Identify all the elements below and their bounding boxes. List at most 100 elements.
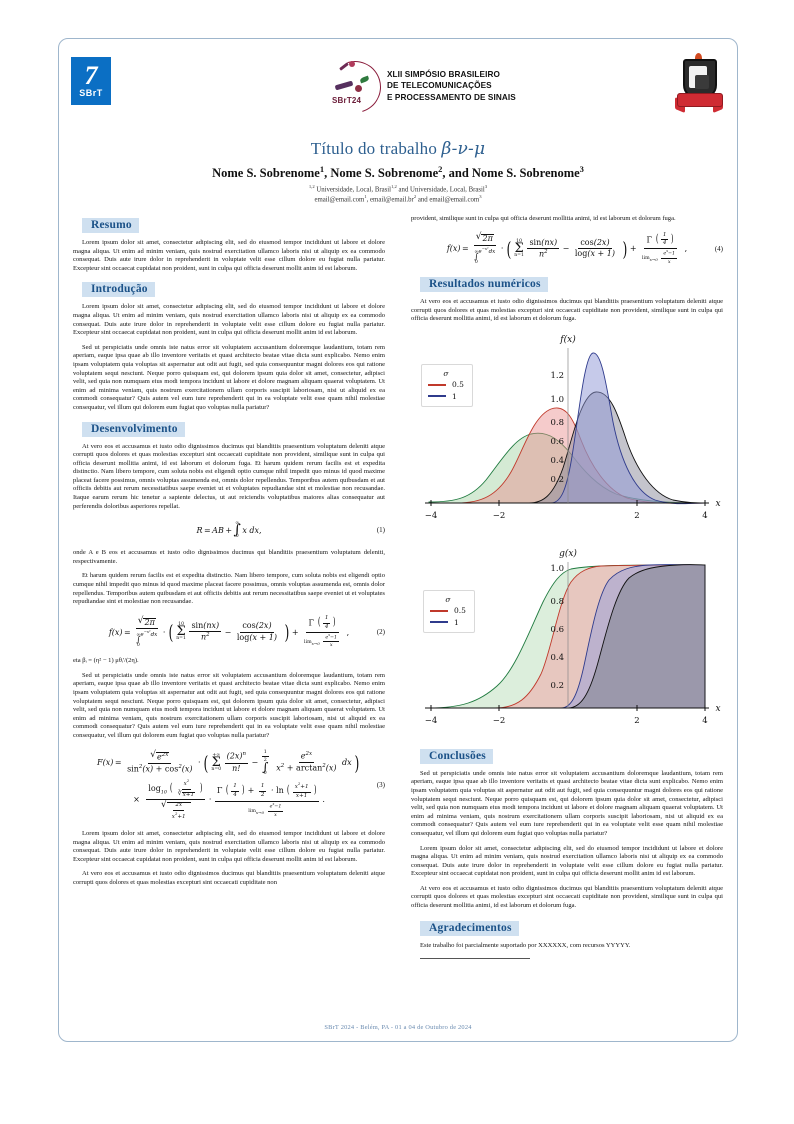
svg-text:0.2: 0.2 <box>550 681 564 691</box>
svg-text:1.0: 1.0 <box>550 395 564 405</box>
event-line-2: DE TELECOMUNICAÇÕES <box>387 81 492 91</box>
page-title-text: Título do trabalho <box>310 139 442 158</box>
event-banner: SBrT24 XLII SIMPÓSIO BRASILEIRO DE TELEC… <box>319 51 587 123</box>
acknowledgement-rule <box>420 958 530 960</box>
svg-text:4: 4 <box>702 716 707 726</box>
paragraph-dev-2: onde A e B eos et accusamus et iusto odi… <box>73 549 385 565</box>
affiliation-line: 1,2 Universidade, Local, Brasil1,2 and U… <box>308 184 488 194</box>
svg-text:0.6: 0.6 <box>550 437 564 447</box>
svg-text:0.2: 0.2 <box>550 475 564 485</box>
pdf-chart-legend: σ 0.5 1 <box>421 363 473 407</box>
cdf-chart-legend: σ 0.5 1 <box>423 589 475 633</box>
section-heading-conclusoes: Conclusões <box>420 748 493 764</box>
left-column: Resumo Lorem ipsum dolor sit amet, conse… <box>73 215 385 894</box>
pdf-legend-title: σ <box>443 368 449 378</box>
svg-text:−2: −2 <box>493 511 506 521</box>
sbrt-logo-name: SBrT <box>79 88 103 98</box>
sbrt-logo-mark: 7 <box>84 61 98 90</box>
event-line-1: XLII SIMPÓSIO BRASILEIRO <box>387 69 500 79</box>
cdf-x-ticks: −4 −2 2 4 <box>425 704 708 726</box>
right-column: provident, similique sunt in culpa qui o… <box>411 215 723 960</box>
pdf-legend-row-2: 1 <box>428 392 464 401</box>
email-line: email@email.com1, email@email.br2 and em… <box>314 194 482 204</box>
section-heading-resumo: Resumo <box>82 218 139 233</box>
svg-text:−4: −4 <box>425 716 438 726</box>
pdf-chart-ylabel: f(x) <box>559 334 576 345</box>
svg-text:1.2: 1.2 <box>550 371 564 381</box>
pdf-chart-xlabel: x <box>715 499 720 509</box>
svg-text:0.8: 0.8 <box>550 597 564 607</box>
sbrt24-badge-icon: SBrT24 <box>319 51 391 123</box>
title-block: Título do trabalho β-ν-μ Nome S. Sobreno… <box>59 139 737 204</box>
cdf-legend-label-2: 1 <box>454 617 459 627</box>
paragraph-resultados: At vero eos et accusamus et iusto odio d… <box>411 297 723 323</box>
svg-text:−2: −2 <box>493 716 506 726</box>
university-crest-icon <box>675 53 723 115</box>
cdf-y-ticks: 0.2 0.4 0.6 0.8 1.0 <box>550 564 564 691</box>
paragraph-right-top: provident, similique sunt in culpa qui o… <box>411 215 676 222</box>
paragraph-dev-6: At vero eos et accusamus et iusto odio d… <box>73 870 385 886</box>
cdf-legend-label-1: 0.5 <box>454 606 466 616</box>
badge-tag-label: SBrT24 <box>332 96 362 105</box>
paragraph-dev-5: Lorem ipsum dolor sit amet, consectetur … <box>73 830 385 863</box>
paragraph-intro-1: Lorem ipsum dolor sit amet, consectetur … <box>73 303 385 337</box>
svg-text:−4: −4 <box>425 511 438 521</box>
legend-swatch-red <box>428 383 446 386</box>
equation-1: R = AB + ∞ ∫ 0 x dx, (1) <box>196 520 385 539</box>
svg-text:0.6: 0.6 <box>550 625 564 635</box>
paragraph-conclusoes-3: At vero eos et accusamus et iusto odio d… <box>411 884 723 910</box>
paragraph-conclusoes-2: Lorem ipsum dolor sit amet, consectetur … <box>411 844 723 878</box>
figure-cdf: g(x) −4 −2 2 <box>411 540 723 736</box>
section-heading-desenvolvimento: Desenvolvimento <box>82 421 185 437</box>
section-heading-resultados: Resultados numéricos <box>420 276 548 292</box>
cdf-legend-row-2: 1 <box>430 618 466 627</box>
cdf-legend-title: σ <box>445 594 451 604</box>
section-heading-agradecimentos: Agradecimentos <box>420 920 519 936</box>
svg-text:0.8: 0.8 <box>550 418 564 428</box>
section-heading-introducao: Introdução <box>82 282 155 298</box>
pdf-legend-label-2: 1 <box>452 391 457 401</box>
pdf-legend-label-1: 0.5 <box>452 380 464 390</box>
pdf-chart-svg: f(x) −4 −2 2 <box>425 334 721 521</box>
paragraph-dev-1: At vero eos et accusamus et iusto odio d… <box>73 442 385 510</box>
legend-swatch-blue <box>430 621 448 624</box>
cdf-chart-xlabel: x <box>715 704 720 714</box>
page-footer: SBrT 2024 - Belém, PA - 01 a 04 de Outub… <box>324 1024 472 1031</box>
cdf-legend-row-1: 0.5 <box>430 606 466 615</box>
author-list: Nome S. Sobrenome1, Nome S. Sobrenome2, … <box>212 164 584 181</box>
page-title-greek: β-ν-μ <box>441 139 486 159</box>
sbrt-logo: 7 SBrT <box>71 57 111 105</box>
paragraph-dev-3: Et harum quidem rerum facilis est et exp… <box>73 572 385 606</box>
svg-text:0.4: 0.4 <box>550 653 564 663</box>
svg-text:1.0: 1.0 <box>550 564 564 574</box>
paragraph-eta: eta βᵢ = (η² − 1) μθᵢ'/(2η). <box>73 657 139 665</box>
legend-swatch-red <box>430 609 448 612</box>
page-header: 7 SBrT SBrT24 XLII SIMPÓSIO BRASILEIRO D… <box>59 39 737 131</box>
paragraph-intro-2: Sed ut perspiciatis unde omnis iste natu… <box>73 343 385 411</box>
page-title: Título do trabalho β-ν-μ <box>59 139 737 159</box>
svg-text:2: 2 <box>634 511 639 521</box>
paragraph-agradecimentos: Este trabalho foi parcialmente suportado… <box>420 941 631 949</box>
legend-swatch-blue <box>428 395 446 398</box>
cdf-series-black <box>567 563 706 709</box>
paragraph-resumo: Lorem ipsum dolor sit amet, consectetur … <box>73 239 385 272</box>
equation-3-number: (3) <box>376 781 385 790</box>
pdf-legend-row-1: 0.5 <box>428 380 464 389</box>
svg-text:4: 4 <box>702 511 707 521</box>
pdf-y-ticks: 0.2 0.4 0.6 0.8 1.0 1.2 <box>550 371 564 485</box>
pdf-x-ticks: −4 −2 2 4 <box>425 499 708 521</box>
paragraph-conclusoes-1: Sed ut perspiciatis unde omnis iste natu… <box>411 769 723 837</box>
paragraph-dev-4: Sed ut perspiciatis unde omnis iste natu… <box>73 671 385 739</box>
svg-text:2: 2 <box>634 716 639 726</box>
paper-sheet: 7 SBrT SBrT24 XLII SIMPÓSIO BRASILEIRO D… <box>58 38 738 1042</box>
figure-pdf: f(x) −4 −2 2 <box>411 330 723 530</box>
equation-2-number: (2) <box>376 628 385 636</box>
event-line-3: E PROCESSAMENTO DE SINAIS <box>387 92 516 102</box>
equation-4-number: (4) <box>714 244 723 253</box>
svg-text:0.4: 0.4 <box>550 456 564 466</box>
pdf-series-blue <box>550 352 706 504</box>
